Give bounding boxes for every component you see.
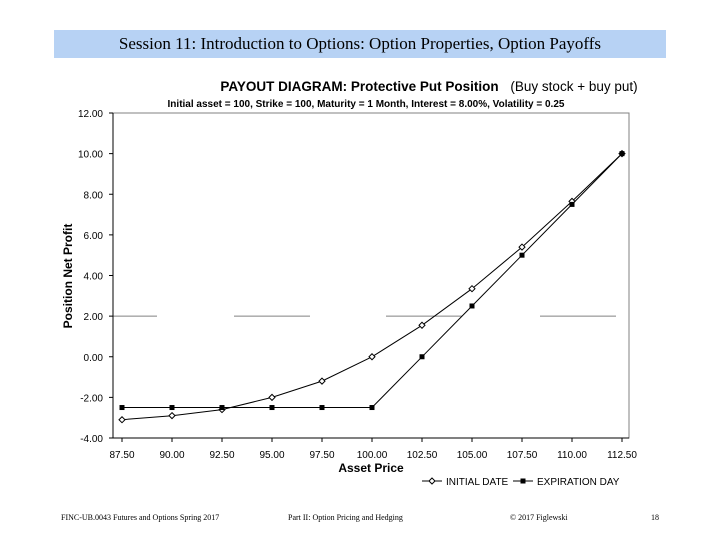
data-point-expiration-day — [369, 405, 375, 411]
y-tick-label: 12.00 — [78, 109, 103, 120]
slide-header-title: Session 11: Introduction to Options: Opt… — [118, 34, 602, 53]
y-tick-label: 10.00 — [78, 150, 103, 161]
data-point-expiration-day — [319, 405, 325, 411]
data-point-expiration-day — [469, 303, 475, 309]
data-point-initial-date — [268, 393, 276, 402]
data-point-expiration-day — [269, 405, 275, 411]
legend-label-expiration: EXPIRATION DAY — [537, 477, 620, 488]
data-point-expiration-day — [169, 405, 175, 411]
x-tick-label: 97.50 — [309, 450, 334, 461]
data-point-initial-date — [518, 243, 526, 251]
data-point-expiration-day — [219, 405, 225, 411]
x-tick-label: 100.00 — [357, 450, 388, 461]
data-point-initial-date — [468, 284, 476, 293]
x-tick-label: 95.00 — [259, 450, 284, 461]
legend-marker-expiration — [520, 478, 526, 484]
y-tick-label: 0.00 — [84, 353, 104, 364]
x-tick-label: 90.00 — [159, 450, 184, 461]
x-tick-label: 105.00 — [457, 450, 488, 461]
chart-legend: INITIAL DATE EXPIRATION DAY — [422, 477, 620, 488]
chart-title-suffix: (Buy stock + buy put) — [510, 79, 637, 94]
data-point-expiration-day — [519, 252, 525, 258]
data-point-initial-date — [368, 353, 376, 361]
x-tick-label: 102.50 — [407, 450, 438, 461]
y-axis-label: Position Net Profit — [61, 224, 75, 329]
data-point-expiration-day — [119, 405, 125, 411]
x-axis-label: Asset Price — [338, 461, 404, 475]
y-tick-label: 6.00 — [84, 231, 104, 242]
slide-header-banner: Session 11: Introduction to Options: Opt… — [54, 30, 666, 58]
data-point-initial-date — [318, 377, 326, 385]
x-tick-label: 110.00 — [557, 450, 587, 461]
data-point-initial-date — [168, 411, 176, 420]
data-point-expiration-day — [569, 201, 575, 207]
x-tick-label: 92.50 — [209, 450, 234, 461]
chart-title-main: PAYOUT DIAGRAM: Protective Put Position — [220, 79, 498, 94]
data-point-initial-date — [418, 321, 426, 329]
y-tick-label: 4.00 — [84, 272, 104, 283]
chart-title: PAYOUT DIAGRAM: Protective Put Position … — [220, 79, 637, 94]
footer-page-number: 18 — [651, 513, 659, 522]
x-tick-label: 112.50 — [607, 450, 637, 461]
y-tick-label: -4.00 — [80, 434, 103, 445]
legend-label-initial: INITIAL DATE — [446, 477, 509, 488]
footer-part: Part II: Option Pricing and Hedging — [288, 513, 403, 522]
x-tick-label: 87.50 — [109, 450, 134, 461]
y-tick-label: 8.00 — [84, 190, 104, 201]
data-point-expiration-day — [419, 354, 425, 360]
chart-subtitle: Initial asset = 100, Strike = 100, Matur… — [168, 99, 565, 110]
data-point-expiration-day — [619, 151, 625, 157]
y-tick-label: -2.00 — [80, 393, 103, 404]
y-tick-label: 2.00 — [84, 312, 104, 323]
footer-course: FINC-UB.0043 Futures and Options Spring … — [61, 513, 220, 522]
plot-area-frame — [112, 112, 630, 439]
x-tick-label: 107.50 — [507, 450, 538, 461]
footer-copyright: © 2017 Figlewski — [510, 513, 568, 522]
legend-marker-initial — [428, 477, 436, 485]
data-point-initial-date — [118, 416, 126, 424]
